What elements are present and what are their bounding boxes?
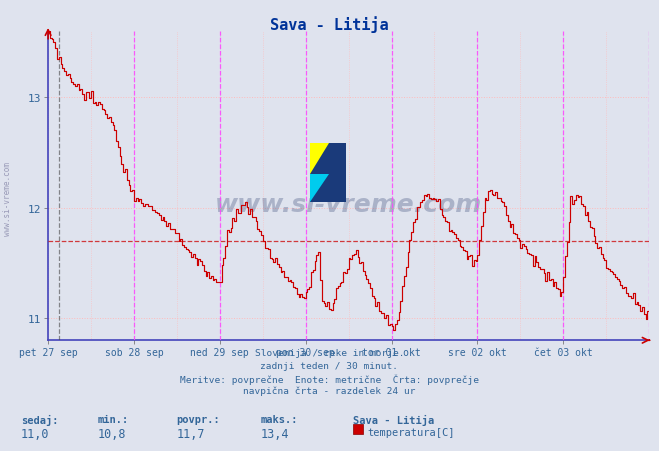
Text: Slovenija / reke in morje.: Slovenija / reke in morje. [255, 348, 404, 357]
Text: 11,0: 11,0 [21, 428, 49, 441]
Text: 11,7: 11,7 [177, 428, 205, 441]
Text: min.:: min.: [98, 414, 129, 424]
Text: maks.:: maks.: [260, 414, 298, 424]
Text: www.si-vreme.com: www.si-vreme.com [3, 161, 13, 235]
Polygon shape [310, 175, 329, 202]
Text: Meritve: povprečne  Enote: metrične  Črta: povprečje: Meritve: povprečne Enote: metrične Črta:… [180, 373, 479, 384]
Text: navpična črta - razdelek 24 ur: navpična črta - razdelek 24 ur [243, 386, 416, 396]
Polygon shape [310, 144, 329, 175]
Text: Sava - Litija: Sava - Litija [353, 414, 434, 425]
Text: zadnji teden / 30 minut.: zadnji teden / 30 minut. [260, 361, 399, 370]
Text: 10,8: 10,8 [98, 428, 126, 441]
Text: sedaj:: sedaj: [21, 414, 59, 425]
Text: temperatura[C]: temperatura[C] [368, 428, 455, 437]
Text: povpr.:: povpr.: [177, 414, 220, 424]
Text: www.si-vreme.com: www.si-vreme.com [215, 193, 482, 216]
Text: 13,4: 13,4 [260, 428, 289, 441]
Text: Sava - Litija: Sava - Litija [270, 16, 389, 32]
